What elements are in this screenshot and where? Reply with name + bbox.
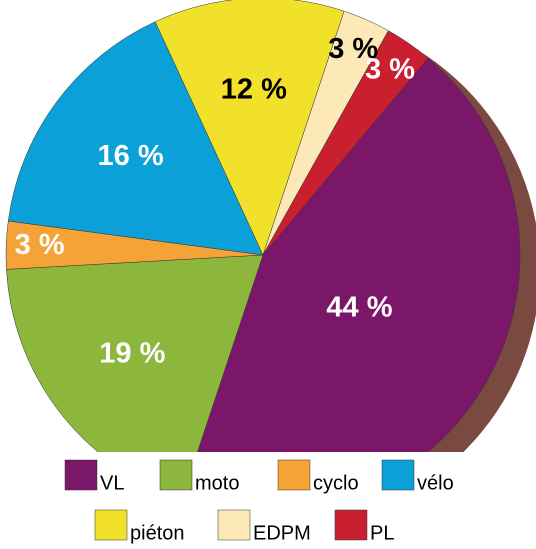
legend: VL moto cyclo vélo piéton EDPM PL bbox=[64, 459, 454, 544]
data-label: 3 % bbox=[15, 229, 65, 261]
legend-swatch bbox=[381, 459, 415, 491]
legend-label: cyclo bbox=[313, 472, 359, 494]
legend-label: vélo bbox=[417, 472, 454, 494]
data-label: 16 % bbox=[98, 140, 164, 172]
pie-slice bbox=[7, 21, 264, 256]
legend-label: VL bbox=[100, 472, 124, 494]
legend-label: piéton bbox=[130, 522, 185, 544]
pie-slice bbox=[262, 30, 429, 256]
data-label: 12 % bbox=[221, 73, 287, 105]
pie-slice bbox=[154, 0, 345, 256]
data-label: 3 % bbox=[365, 54, 415, 86]
legend-swatch bbox=[64, 459, 98, 491]
data-label: 44 % bbox=[326, 292, 392, 324]
legend-swatch bbox=[334, 509, 368, 541]
pie: 44 %19 %3 %16 %12 %3 %3 % bbox=[5, 0, 536, 526]
legend-swatch bbox=[159, 459, 193, 491]
legend-label: PL bbox=[370, 522, 394, 544]
legend-label: moto bbox=[195, 472, 239, 494]
legend-swatch bbox=[217, 509, 251, 541]
data-label: 19 % bbox=[99, 338, 165, 370]
legend-label: EDPM bbox=[253, 522, 311, 544]
legend-swatch bbox=[277, 459, 311, 491]
legend-swatch bbox=[94, 509, 128, 541]
data-label: 3 % bbox=[328, 33, 378, 65]
